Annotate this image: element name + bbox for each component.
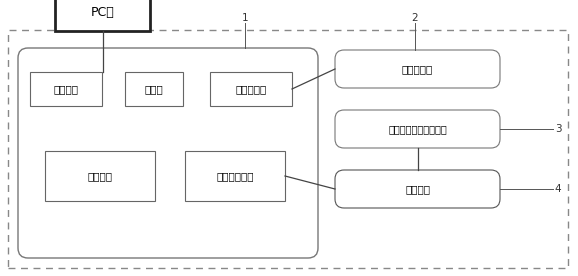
Text: 通讯端口: 通讯端口 — [54, 84, 79, 94]
Text: 存储器: 存储器 — [144, 84, 164, 94]
Bar — [185, 151, 285, 201]
Text: 微处理器: 微处理器 — [87, 171, 113, 181]
Bar — [210, 72, 292, 106]
Text: 电磁阀组件: 电磁阀组件 — [402, 64, 433, 74]
Bar — [125, 72, 183, 106]
FancyBboxPatch shape — [18, 48, 318, 258]
FancyBboxPatch shape — [335, 170, 500, 208]
Text: 阀驱动电路: 阀驱动电路 — [235, 84, 266, 94]
Bar — [55, 0, 150, 31]
FancyBboxPatch shape — [335, 110, 500, 148]
Bar — [45, 151, 155, 201]
FancyBboxPatch shape — [335, 50, 500, 88]
Text: 驱动电机: 驱动电机 — [405, 184, 430, 194]
Bar — [30, 72, 102, 106]
Text: 4: 4 — [555, 184, 561, 194]
Text: 2: 2 — [412, 13, 418, 23]
Text: 3: 3 — [555, 124, 561, 134]
Text: 电机驱动电路: 电机驱动电路 — [216, 171, 254, 181]
Bar — [8, 30, 568, 268]
Text: 1: 1 — [242, 13, 249, 23]
Text: 多通道精密加样泵组件: 多通道精密加样泵组件 — [388, 124, 447, 134]
Text: PC机: PC机 — [91, 6, 114, 18]
